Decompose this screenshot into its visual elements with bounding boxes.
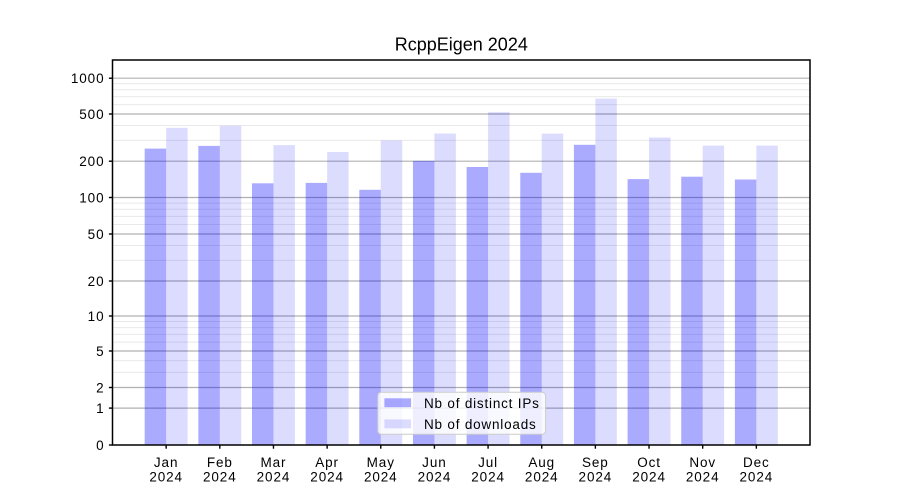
svg-text:Mar: Mar: [260, 455, 286, 470]
svg-text:2024: 2024: [310, 470, 344, 485]
svg-text:Nov: Nov: [689, 455, 716, 470]
svg-text:50: 50: [88, 227, 105, 242]
svg-text:RcppEigen 2024: RcppEigen 2024: [395, 35, 528, 55]
svg-text:2024: 2024: [525, 470, 559, 485]
svg-text:2024: 2024: [203, 470, 237, 485]
svg-text:Oct: Oct: [637, 455, 661, 470]
svg-text:Aug: Aug: [528, 455, 555, 470]
svg-text:2024: 2024: [579, 470, 613, 485]
svg-text:Jul: Jul: [478, 455, 498, 470]
svg-text:Sep: Sep: [582, 455, 609, 470]
svg-text:2: 2: [96, 380, 104, 395]
svg-text:2024: 2024: [740, 470, 774, 485]
svg-text:Jun: Jun: [422, 455, 446, 470]
svg-text:Nb of distinct IPs: Nb of distinct IPs: [424, 396, 540, 411]
svg-text:2024: 2024: [257, 470, 291, 485]
svg-text:500: 500: [79, 107, 104, 122]
svg-text:20: 20: [88, 274, 105, 289]
svg-text:200: 200: [79, 154, 104, 169]
svg-text:Apr: Apr: [315, 455, 339, 470]
svg-text:2024: 2024: [149, 470, 183, 485]
svg-text:2024: 2024: [418, 470, 452, 485]
svg-text:2024: 2024: [364, 470, 398, 485]
svg-text:2024: 2024: [686, 470, 720, 485]
svg-text:1: 1: [96, 401, 104, 416]
svg-text:May: May: [367, 455, 395, 470]
svg-text:Dec: Dec: [743, 455, 770, 470]
svg-text:Feb: Feb: [207, 455, 233, 470]
svg-text:2024: 2024: [632, 470, 666, 485]
svg-text:100: 100: [79, 190, 104, 205]
svg-text:Jan: Jan: [154, 455, 178, 470]
svg-text:5: 5: [96, 344, 104, 359]
svg-text:2024: 2024: [471, 470, 505, 485]
svg-text:10: 10: [88, 309, 105, 324]
svg-text:Nb of downloads: Nb of downloads: [424, 417, 537, 432]
svg-text:1000: 1000: [71, 71, 105, 86]
svg-text:0: 0: [96, 438, 104, 453]
